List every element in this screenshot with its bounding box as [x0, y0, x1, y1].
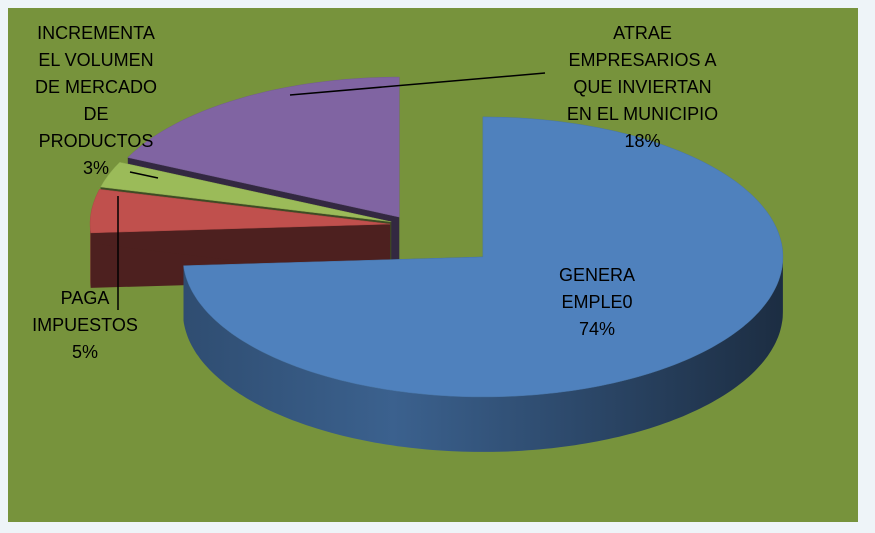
- value-label: 5%: [71, 342, 98, 362]
- slice: [89, 189, 391, 234]
- slice-side: [183, 256, 783, 452]
- value-label: 74%: [578, 319, 616, 339]
- category-label: ATRAE EMPRESARIOS A QUE INVIERTAN EN EL …: [566, 23, 719, 124]
- slice-side: [90, 224, 91, 288]
- slice: [183, 116, 784, 398]
- slice: [100, 161, 392, 223]
- slice: [127, 76, 400, 218]
- category-label: GENERA EMPLE0: [558, 265, 636, 312]
- value-label: 18%: [624, 131, 661, 151]
- slice-label: GENERA EMPLE0 74%: [541, 262, 653, 343]
- value-label: 3%: [82, 158, 109, 178]
- leader-line: [289, 72, 546, 96]
- slice-label: INCREMENTA EL VOLUMEN DE MERCADO DE PROD…: [31, 20, 161, 182]
- slice-label: PAGA IMPUESTOS 5%: [25, 285, 145, 366]
- category-label: INCREMENTA EL VOLUMEN DE MERCADO DE PROD…: [34, 23, 157, 151]
- category-label: PAGA IMPUESTOS: [32, 288, 138, 335]
- slice-label: ATRAE EMPRESARIOS A QUE INVIERTAN EN EL …: [560, 20, 725, 155]
- leader-line: [129, 171, 159, 179]
